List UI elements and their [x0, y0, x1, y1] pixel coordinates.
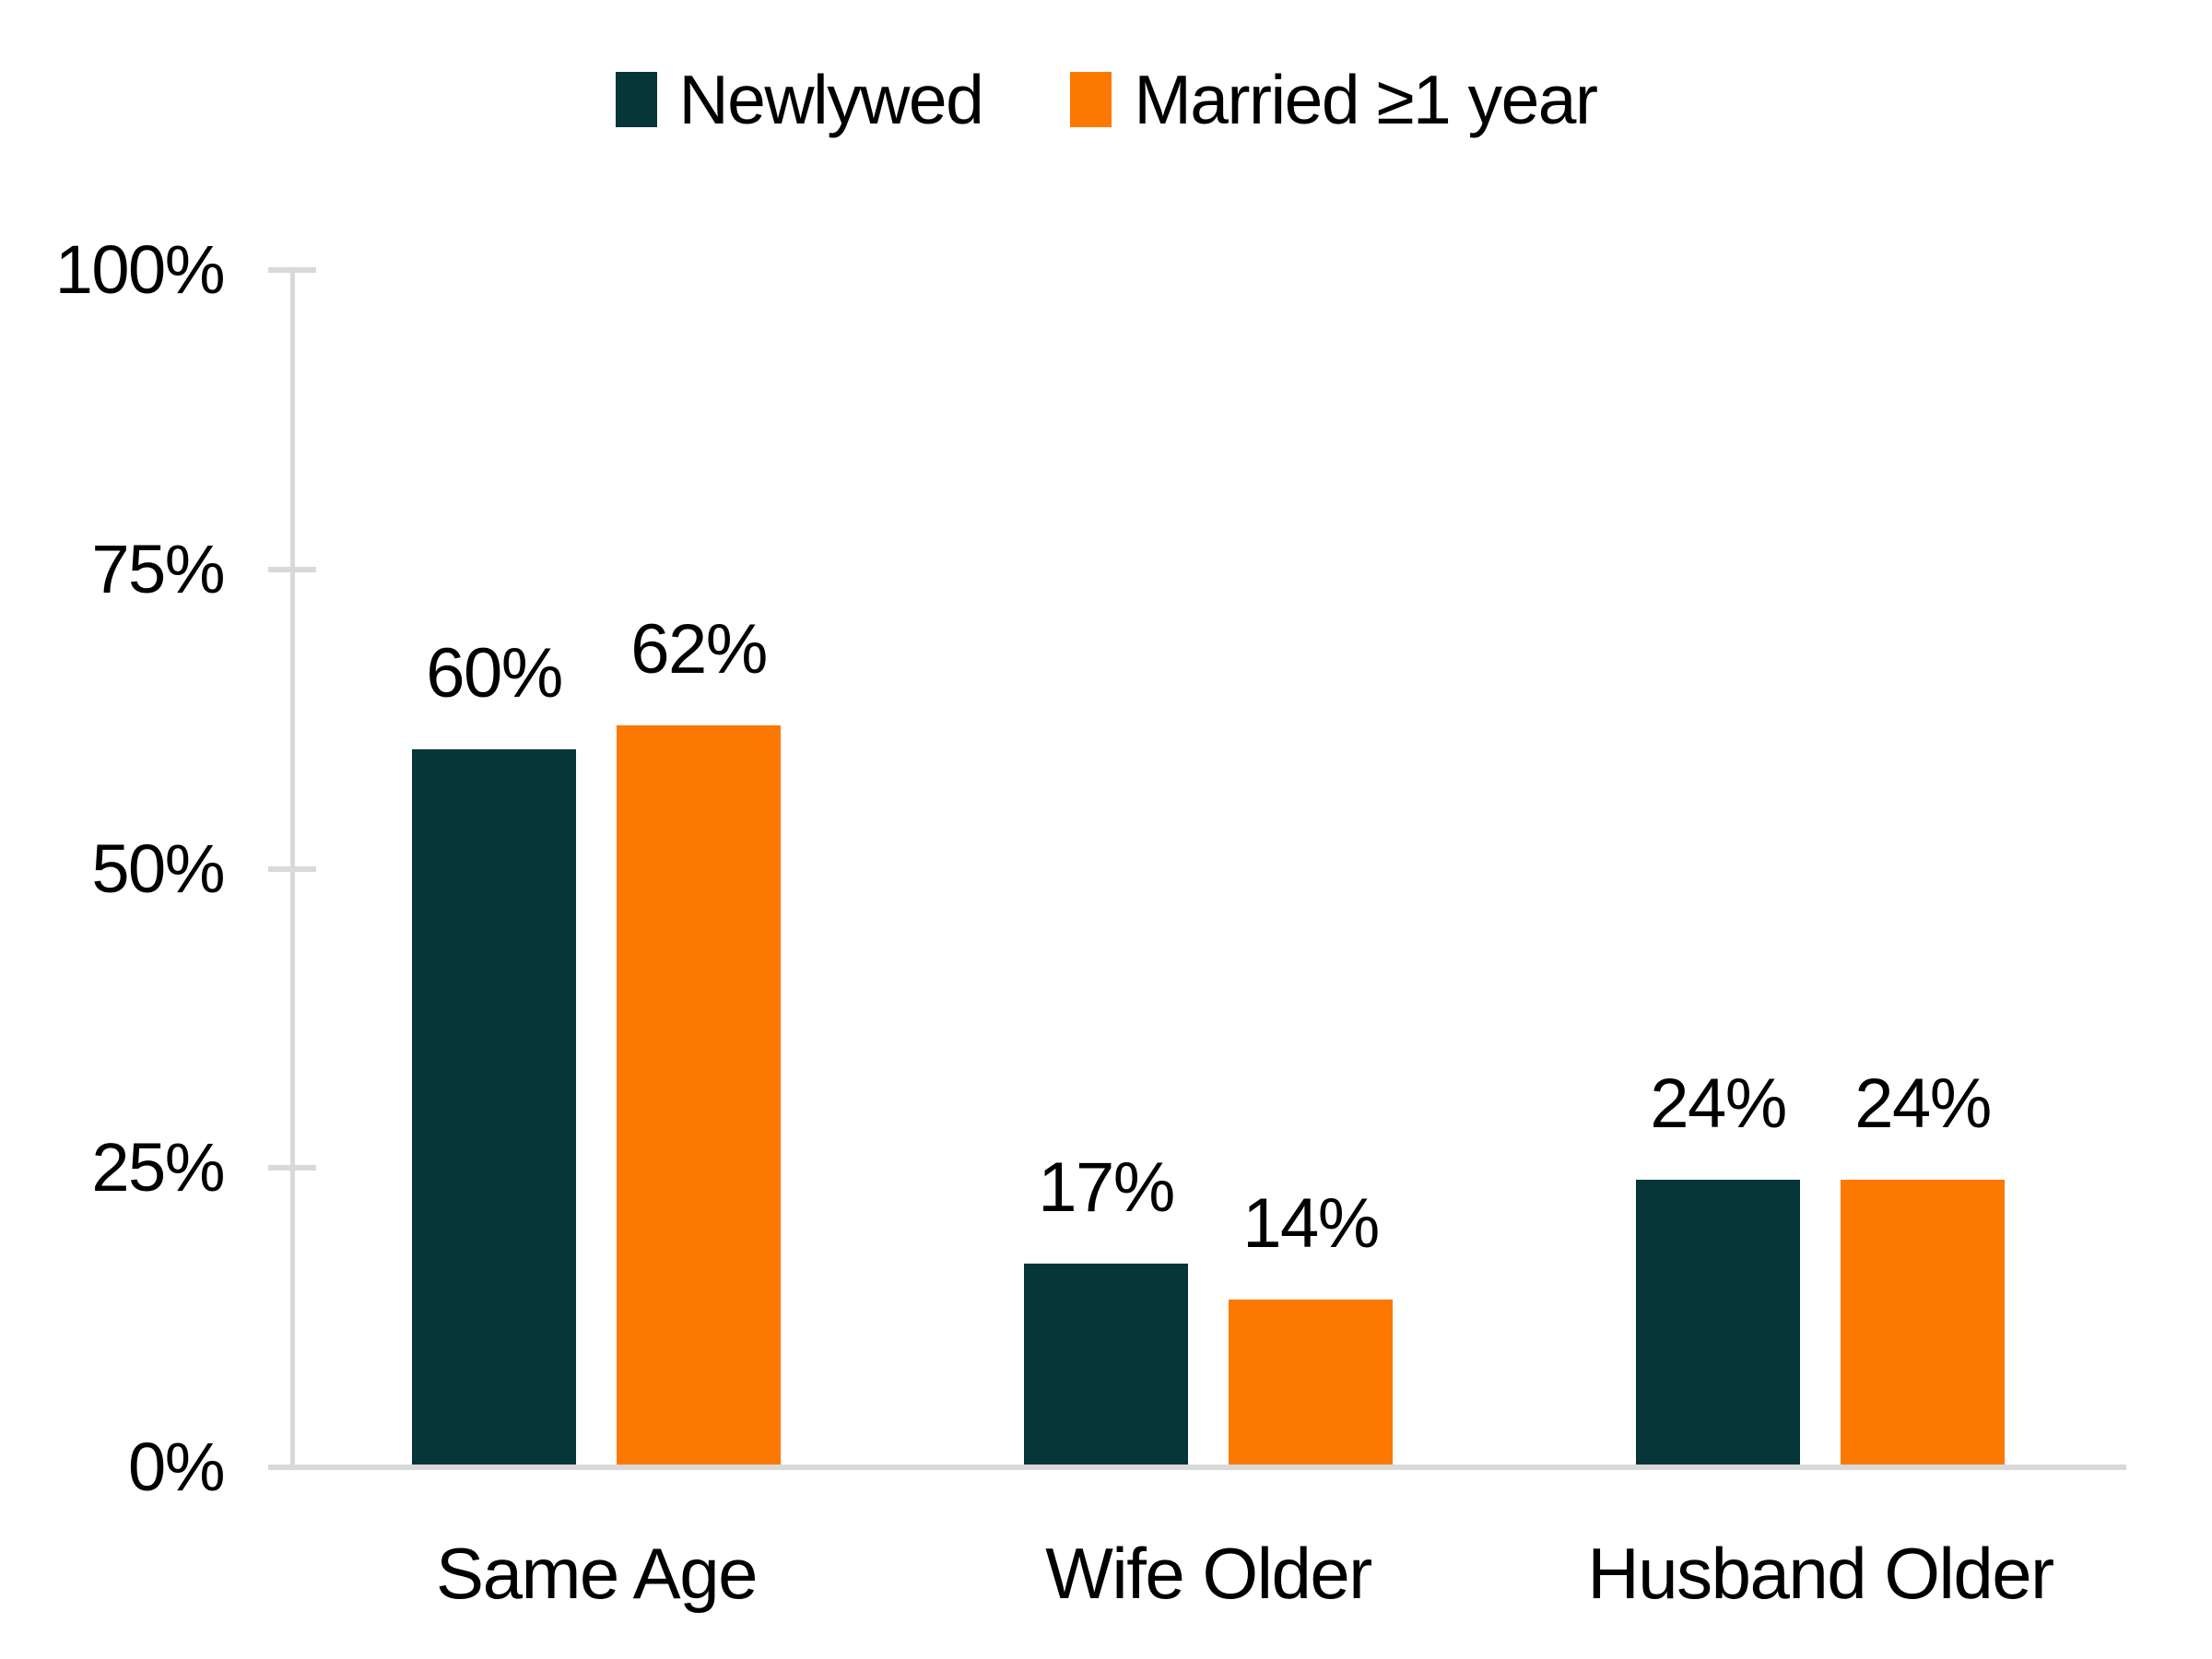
bar-married-1-year [1229, 1300, 1393, 1467]
x-axis-line [268, 1465, 2126, 1470]
bar-value-label: 17% [1038, 1148, 1175, 1228]
legend-swatch-icon [615, 72, 657, 127]
y-axis-tick-label: 0% [128, 1429, 225, 1505]
y-axis-tick [268, 566, 316, 572]
legend-label: Married ≥1 year [1134, 61, 1598, 138]
y-axis-tick-label: 50% [91, 830, 225, 907]
bar-married-1-year [617, 724, 781, 1467]
legend-label: Newlywed [678, 61, 984, 138]
x-axis-category-label: Wife Older [1045, 1533, 1372, 1614]
y-axis-tick-label: 100% [54, 231, 226, 308]
x-axis-category-label: Husband Older [1587, 1533, 2054, 1614]
bar-newlywed [1024, 1264, 1188, 1467]
chart-legend: Newlywed Married ≥1 year [0, 44, 2212, 155]
bar-newlywed [412, 748, 576, 1467]
y-axis-tick [268, 267, 316, 273]
y-axis-tick-label: 75% [91, 530, 225, 607]
bar-value-label: 14% [1242, 1184, 1380, 1264]
legend-swatch-icon [1070, 72, 1112, 127]
y-axis-tick [268, 1165, 316, 1171]
legend-item: Newlywed [615, 58, 984, 141]
y-axis-tick-label: 25% [91, 1129, 225, 1206]
y-axis-tick [268, 865, 316, 872]
bar-newlywed [1636, 1180, 1800, 1467]
bar-value-label: 62% [630, 609, 768, 688]
bar-value-label: 60% [426, 633, 563, 712]
bar-value-label: 24% [1854, 1065, 1992, 1144]
x-axis-category-label: Same Age [436, 1533, 758, 1614]
bar-married-1-year [1841, 1180, 2005, 1467]
bar-value-label: 24% [1650, 1065, 1787, 1144]
legend-item: Married ≥1 year [1070, 58, 1598, 141]
